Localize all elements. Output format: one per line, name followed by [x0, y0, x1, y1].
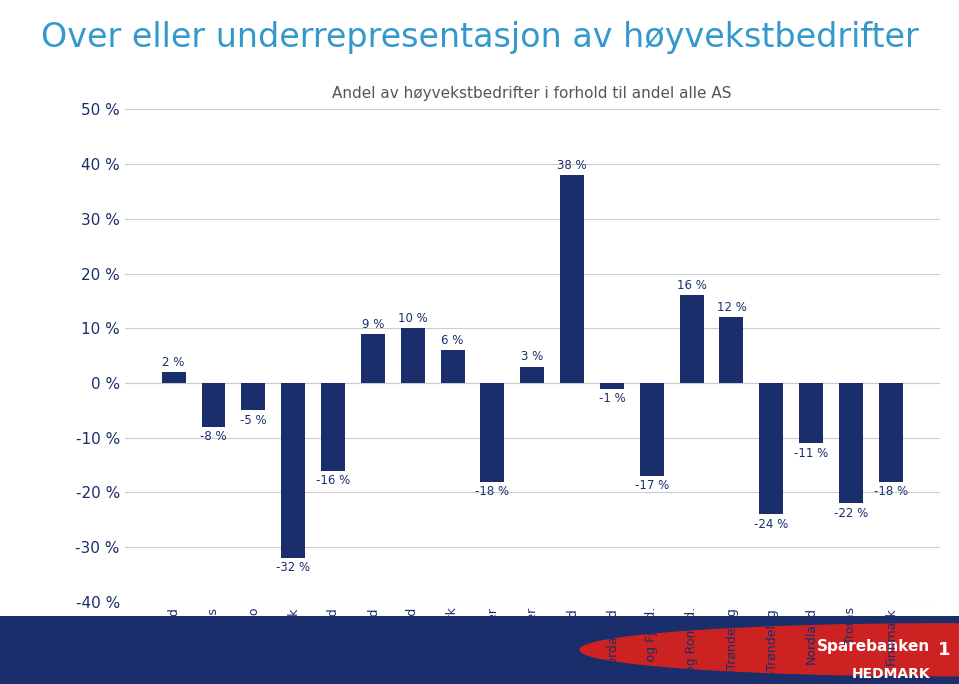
- Text: -11 %: -11 %: [794, 447, 829, 460]
- Text: 1: 1: [938, 641, 951, 659]
- Text: -22 %: -22 %: [833, 507, 868, 520]
- Text: -8 %: -8 %: [200, 430, 227, 443]
- Bar: [281, 383, 305, 558]
- Circle shape: [580, 624, 959, 676]
- Text: 38 %: 38 %: [557, 159, 587, 172]
- Bar: [600, 383, 624, 389]
- Text: -18 %: -18 %: [874, 485, 908, 498]
- Bar: [162, 372, 186, 383]
- Text: 16 %: 16 %: [677, 279, 707, 292]
- Bar: [361, 334, 385, 383]
- Bar: [760, 383, 784, 514]
- Title: Andel av høyvekstbedrifter i forhold til andel alle AS: Andel av høyvekstbedrifter i forhold til…: [333, 86, 732, 101]
- Text: -16 %: -16 %: [316, 474, 350, 487]
- Text: -17 %: -17 %: [635, 479, 668, 492]
- Text: -18 %: -18 %: [476, 485, 509, 498]
- Bar: [878, 383, 902, 482]
- Text: Sparebanken: Sparebanken: [817, 639, 930, 654]
- Bar: [680, 295, 704, 383]
- Text: HEDMARK: HEDMARK: [852, 667, 930, 681]
- Bar: [799, 383, 823, 443]
- Bar: [480, 383, 504, 482]
- Text: Over eller underrepresentasjon av høyvekstbedrifter: Over eller underrepresentasjon av høyvek…: [40, 21, 919, 53]
- Text: -5 %: -5 %: [240, 414, 267, 427]
- Bar: [440, 350, 464, 383]
- Bar: [521, 367, 544, 383]
- Bar: [201, 383, 225, 427]
- Text: 9 %: 9 %: [362, 317, 384, 330]
- Text: 12 %: 12 %: [716, 301, 746, 314]
- Bar: [242, 383, 266, 410]
- Text: 6 %: 6 %: [441, 334, 464, 347]
- Bar: [839, 383, 863, 503]
- Text: 2 %: 2 %: [162, 356, 185, 369]
- Text: -24 %: -24 %: [754, 518, 788, 531]
- Text: -32 %: -32 %: [276, 562, 311, 575]
- Text: -1 %: -1 %: [598, 392, 625, 405]
- Bar: [401, 328, 425, 383]
- Bar: [560, 175, 584, 383]
- Bar: [321, 383, 345, 471]
- Text: 10 %: 10 %: [398, 312, 428, 325]
- Bar: [640, 383, 664, 476]
- Bar: [719, 317, 743, 383]
- Text: 3 %: 3 %: [521, 350, 544, 363]
